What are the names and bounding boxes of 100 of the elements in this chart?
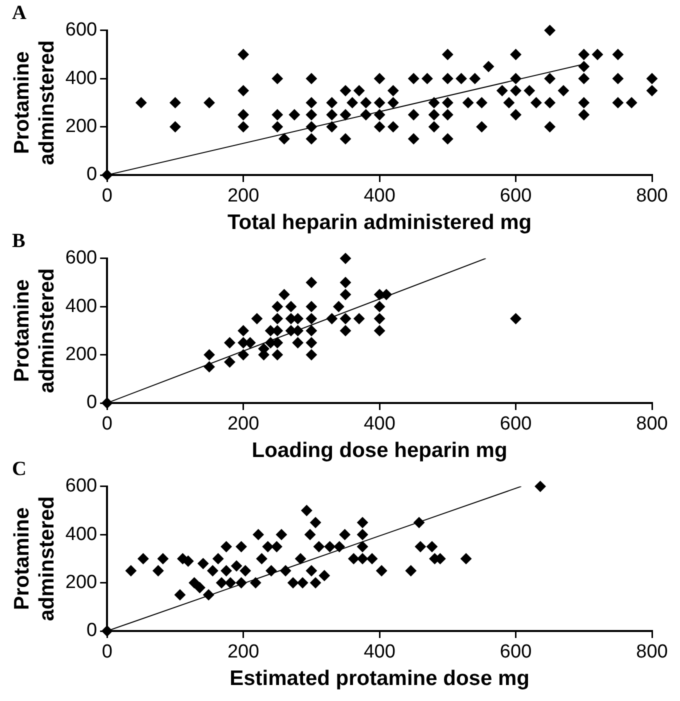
- point: [333, 301, 344, 312]
- point: [250, 577, 262, 588]
- point: [231, 560, 242, 572]
- point: [301, 505, 312, 516]
- x-tick-label: 400: [364, 186, 396, 207]
- point: [288, 577, 299, 588]
- point: [313, 541, 324, 552]
- point: [340, 252, 351, 264]
- y-tick-label: 600: [65, 248, 98, 269]
- point: [204, 361, 215, 372]
- x-tick-label: 400: [364, 642, 396, 663]
- point: [318, 570, 330, 582]
- point: [306, 349, 317, 360]
- point: [306, 565, 317, 576]
- point: [276, 529, 287, 540]
- point: [306, 325, 317, 336]
- point: [224, 337, 236, 348]
- point: [212, 553, 224, 564]
- point: [216, 577, 228, 588]
- x-tick-label: 600: [500, 642, 532, 663]
- y-tick-label: 400: [65, 296, 98, 317]
- point: [204, 349, 215, 360]
- point: [297, 577, 308, 588]
- point: [460, 553, 472, 564]
- text: B: [12, 230, 26, 253]
- x-axis-title: Loading dose heparin mg: [252, 439, 508, 462]
- point: [224, 577, 236, 588]
- point: [252, 529, 264, 540]
- x-tick-label: 600: [500, 186, 532, 207]
- x-tick-label: 800: [636, 642, 668, 663]
- x-axis-title: Total heparin administered mg: [227, 211, 532, 234]
- point: [280, 565, 292, 576]
- point: [272, 301, 283, 312]
- point: [182, 556, 194, 567]
- point: [306, 301, 317, 312]
- y-axis-title: Protamine adminstered: [10, 268, 59, 394]
- point: [414, 541, 426, 552]
- point: [310, 517, 322, 528]
- point: [340, 277, 351, 288]
- y-tick-label: 0: [86, 164, 98, 186]
- point: [374, 301, 386, 312]
- point: [138, 553, 149, 564]
- point: [188, 577, 200, 588]
- y-axis-title: Protamine adminstered: [10, 496, 59, 622]
- point: [339, 529, 350, 540]
- x-axis-title: Estimated protamine dose mg: [230, 667, 530, 690]
- y-axis-title: Protamine adminstered: [10, 40, 59, 166]
- point: [271, 541, 282, 552]
- point: [310, 577, 322, 588]
- point: [374, 313, 386, 324]
- x-tick-label: 800: [636, 414, 668, 435]
- point: [292, 337, 304, 348]
- point: [366, 553, 378, 564]
- point: [286, 301, 297, 312]
- point: [262, 541, 274, 552]
- point: [256, 553, 268, 564]
- point: [354, 313, 365, 324]
- point: [240, 565, 251, 576]
- point: [152, 565, 164, 576]
- text: A: [12, 2, 26, 25]
- y-tick-label: 600: [65, 20, 98, 41]
- point: [272, 313, 283, 324]
- x-tick-label: 0: [102, 414, 112, 435]
- point: [198, 558, 209, 570]
- text: C: [12, 458, 26, 481]
- point: [426, 541, 438, 552]
- point: [510, 313, 522, 324]
- point: [220, 565, 232, 576]
- point: [340, 289, 351, 300]
- x-tick-label: 800: [636, 186, 668, 207]
- x-tick-label: 400: [364, 414, 396, 435]
- y-tick-label: 200: [65, 572, 98, 594]
- point: [157, 553, 168, 564]
- y-tick-label: 600: [65, 476, 98, 497]
- point: [306, 313, 317, 324]
- point: [374, 325, 386, 336]
- point: [224, 356, 236, 368]
- x-tick-label: 200: [227, 414, 260, 435]
- point: [376, 565, 388, 576]
- point: [324, 541, 336, 552]
- point: [207, 565, 218, 576]
- point: [304, 529, 316, 540]
- point: [306, 337, 317, 348]
- point: [340, 313, 351, 324]
- point: [295, 553, 306, 564]
- x-tick-label: 0: [102, 186, 112, 207]
- point: [534, 480, 546, 492]
- point: [220, 541, 232, 552]
- x-tick-label: 200: [227, 642, 260, 663]
- point: [238, 349, 249, 360]
- y-tick-label: 0: [86, 392, 98, 414]
- point: [194, 582, 206, 594]
- y-tick-label: 200: [65, 344, 98, 366]
- y-tick-label: 0: [86, 620, 98, 642]
- point: [357, 529, 368, 540]
- point: [357, 517, 368, 528]
- point: [174, 589, 186, 600]
- y-tick-label: 400: [65, 524, 98, 545]
- point: [125, 565, 136, 576]
- x-tick-label: 0: [102, 642, 112, 663]
